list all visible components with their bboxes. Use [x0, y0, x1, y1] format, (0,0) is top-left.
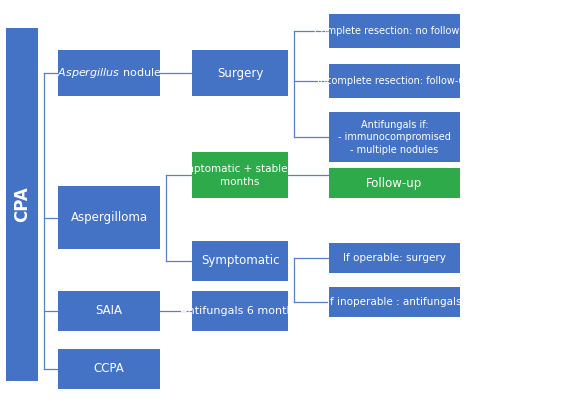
FancyBboxPatch shape — [329, 112, 460, 162]
Text: Antifungals 6 months: Antifungals 6 months — [180, 306, 300, 316]
FancyBboxPatch shape — [329, 64, 460, 98]
FancyBboxPatch shape — [58, 186, 160, 249]
Text: Antifungals if:
- immunocompromised
- multiple nodules: Antifungals if: - immunocompromised - mu… — [338, 120, 450, 155]
FancyBboxPatch shape — [192, 50, 288, 96]
FancyBboxPatch shape — [329, 243, 460, 273]
Text: Asymptomatic + stable 6-12
months: Asymptomatic + stable 6-12 months — [165, 164, 315, 186]
FancyBboxPatch shape — [192, 241, 288, 281]
FancyBboxPatch shape — [58, 291, 160, 331]
Text: Follow-up: Follow-up — [366, 177, 423, 190]
Text: Symptomatic: Symptomatic — [201, 254, 279, 267]
Text: Complete resection: no follow-up: Complete resection: no follow-up — [314, 26, 475, 36]
Text: Incomplete resection: follow-up: Incomplete resection: follow-up — [317, 76, 471, 86]
Text: $\it{Aspergillus}$ nodule: $\it{Aspergillus}$ nodule — [57, 66, 161, 80]
Text: CCPA: CCPA — [94, 363, 125, 375]
FancyBboxPatch shape — [329, 14, 460, 48]
Text: SAIA: SAIA — [95, 304, 123, 317]
FancyBboxPatch shape — [329, 287, 460, 317]
Text: Aspergilloma: Aspergilloma — [70, 211, 148, 224]
Text: CPA: CPA — [13, 186, 31, 223]
FancyBboxPatch shape — [192, 152, 288, 198]
Text: If inoperable : antifungals: If inoperable : antifungals — [327, 297, 462, 307]
FancyBboxPatch shape — [329, 168, 460, 198]
Text: Surgery: Surgery — [217, 67, 263, 80]
FancyBboxPatch shape — [58, 349, 160, 389]
Text: If operable: surgery: If operable: surgery — [343, 253, 446, 263]
FancyBboxPatch shape — [192, 291, 288, 331]
FancyBboxPatch shape — [58, 50, 160, 96]
FancyBboxPatch shape — [6, 28, 38, 381]
